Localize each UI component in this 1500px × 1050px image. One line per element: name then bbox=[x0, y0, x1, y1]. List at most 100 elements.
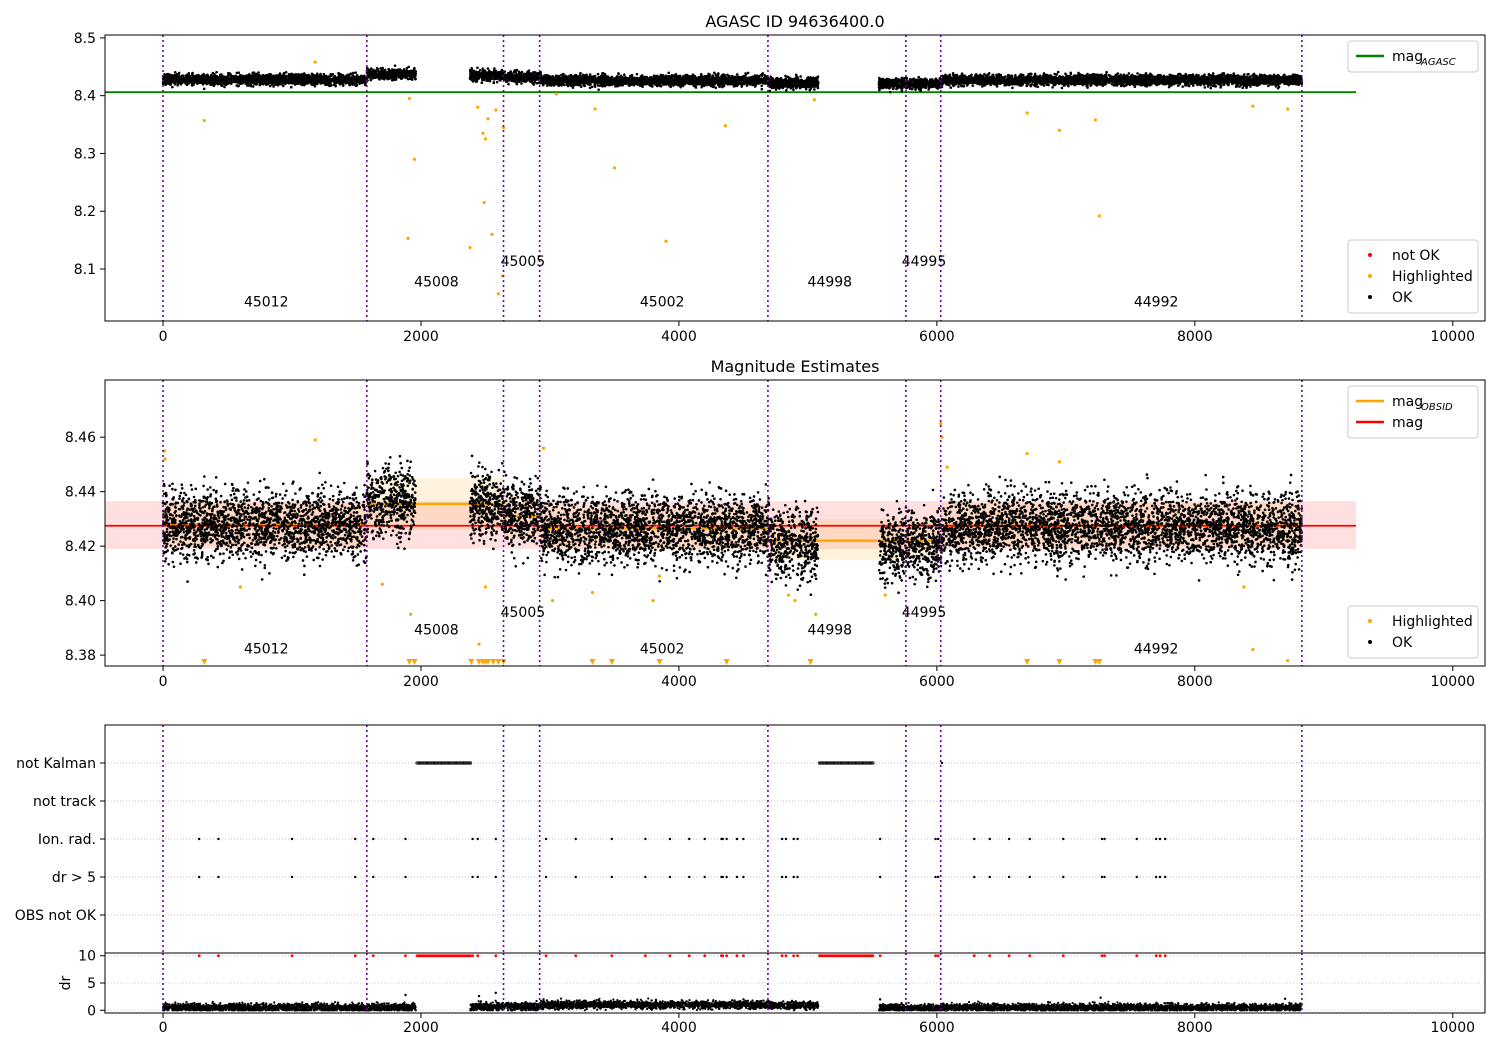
ok-point bbox=[236, 84, 240, 88]
ok-point bbox=[368, 70, 372, 74]
ok-point bbox=[413, 74, 416, 77]
ok-point bbox=[274, 83, 277, 86]
ok-point bbox=[485, 75, 488, 79]
ok-point bbox=[340, 77, 344, 80]
ok-point bbox=[508, 71, 512, 75]
ok-point bbox=[496, 76, 500, 80]
ok-point bbox=[581, 75, 584, 79]
ok-point bbox=[238, 79, 241, 83]
ok-point bbox=[682, 74, 685, 78]
ok-point bbox=[518, 76, 521, 79]
ok-point bbox=[566, 77, 569, 81]
ok-point bbox=[225, 80, 229, 84]
ok-point bbox=[728, 82, 731, 86]
ok-point bbox=[245, 74, 249, 77]
ok-point bbox=[633, 77, 636, 81]
ok-point bbox=[392, 78, 396, 82]
ok-point bbox=[712, 71, 716, 75]
ok-point bbox=[470, 68, 473, 72]
ok-point bbox=[283, 80, 287, 84]
ok-point bbox=[669, 76, 673, 79]
ok-point bbox=[720, 76, 724, 79]
ok-point bbox=[398, 69, 401, 73]
ok-point bbox=[754, 82, 758, 86]
ok-point bbox=[639, 74, 643, 78]
ok-point bbox=[323, 82, 327, 85]
ok-point bbox=[173, 81, 177, 85]
ok-point bbox=[398, 73, 401, 76]
ok-point bbox=[224, 83, 227, 86]
ok-point bbox=[265, 80, 269, 83]
ok-point bbox=[237, 71, 241, 75]
ok-point bbox=[176, 83, 179, 87]
ok-point bbox=[410, 78, 414, 81]
ok-point bbox=[353, 78, 356, 81]
ok-point bbox=[219, 77, 223, 81]
ok-point bbox=[294, 82, 298, 86]
ok-point bbox=[402, 69, 405, 73]
ok-point bbox=[603, 84, 606, 88]
ok-point bbox=[494, 72, 498, 76]
ok-point bbox=[593, 83, 597, 87]
ok-point bbox=[190, 82, 194, 86]
ok-point bbox=[374, 69, 378, 73]
ok-point bbox=[268, 84, 272, 88]
ok-point bbox=[217, 79, 221, 83]
ok-point bbox=[341, 73, 345, 77]
ok-point bbox=[714, 81, 717, 85]
ok-point bbox=[535, 81, 539, 85]
ok-point bbox=[297, 74, 301, 77]
ok-point bbox=[507, 82, 510, 86]
ok-point bbox=[726, 73, 729, 77]
ok-point bbox=[597, 88, 600, 91]
ok-point bbox=[241, 81, 245, 85]
ok-point bbox=[349, 78, 352, 82]
ok-point bbox=[760, 87, 764, 91]
ok-point bbox=[499, 78, 502, 82]
ok-point bbox=[483, 69, 487, 72]
ok-point bbox=[395, 70, 398, 74]
ok-point bbox=[354, 71, 358, 74]
ok-point bbox=[554, 74, 558, 78]
ok-point bbox=[263, 81, 266, 85]
ok-point bbox=[306, 80, 310, 84]
ok-point bbox=[250, 74, 254, 78]
ok-point bbox=[671, 81, 674, 85]
ok-point bbox=[178, 76, 182, 79]
ok-point bbox=[681, 84, 684, 87]
ok-point bbox=[744, 72, 747, 75]
ok-point bbox=[514, 71, 517, 74]
ok-point bbox=[266, 74, 270, 77]
ok-point bbox=[551, 74, 554, 78]
ok-point bbox=[357, 76, 361, 79]
ok-point bbox=[474, 80, 478, 83]
ok-point bbox=[362, 77, 366, 81]
ok-point bbox=[694, 86, 698, 89]
ok-point bbox=[761, 72, 764, 76]
ok-point bbox=[275, 75, 279, 78]
ok-point bbox=[323, 75, 327, 79]
ok-point bbox=[239, 77, 243, 81]
ok-point bbox=[403, 73, 407, 76]
ok-point bbox=[254, 82, 257, 86]
ok-point bbox=[262, 77, 265, 81]
ok-point bbox=[369, 78, 373, 82]
ok-point bbox=[490, 71, 494, 74]
ok-point bbox=[393, 73, 396, 76]
ok-point bbox=[521, 78, 524, 81]
ok-point bbox=[487, 71, 490, 75]
ok-point bbox=[272, 85, 275, 88]
ok-point bbox=[213, 82, 217, 86]
ok-point bbox=[579, 71, 582, 75]
ok-point bbox=[197, 77, 201, 80]
ok-point bbox=[280, 80, 283, 84]
ok-point bbox=[202, 87, 206, 91]
ok-point bbox=[732, 85, 736, 88]
ok-point bbox=[481, 72, 485, 76]
ok-point bbox=[333, 81, 336, 85]
ok-point bbox=[745, 84, 749, 87]
ok-point bbox=[163, 81, 166, 85]
ok-point bbox=[172, 78, 175, 82]
ok-point bbox=[493, 67, 496, 70]
ok-point bbox=[341, 84, 345, 87]
